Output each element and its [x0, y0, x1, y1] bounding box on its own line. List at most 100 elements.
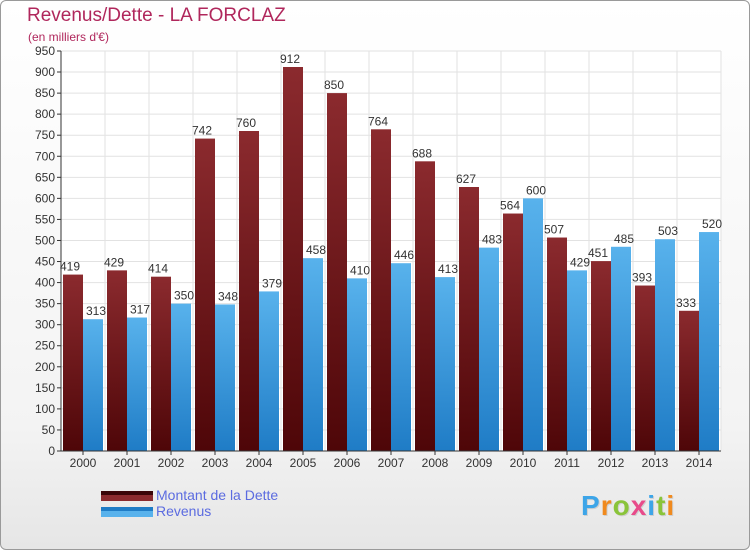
x-tick-label: 2007 [378, 456, 405, 470]
bar-debt [239, 131, 259, 451]
x-tick-label: 2013 [642, 456, 669, 470]
bar-debt [107, 270, 127, 451]
data-label-revenue: 446 [394, 248, 414, 262]
bar-debt [591, 261, 611, 451]
y-tick-label: 900 [35, 65, 55, 79]
data-label-revenue: 520 [702, 217, 722, 231]
bar-revenue [259, 291, 279, 451]
data-label-revenue: 348 [218, 289, 238, 303]
bar-debt [63, 274, 83, 451]
y-tick-label: 300 [35, 318, 55, 332]
data-label-debt: 564 [500, 199, 520, 213]
x-tick-label: 2014 [686, 456, 713, 470]
x-tick-label: 2002 [158, 456, 185, 470]
legend-swatch-revenue [101, 507, 153, 517]
y-tick-label: 100 [35, 402, 55, 416]
data-label-revenue: 350 [174, 289, 194, 303]
data-label-revenue: 379 [262, 276, 282, 290]
data-label-debt: 507 [544, 223, 564, 237]
y-tick-label: 850 [35, 86, 55, 100]
y-tick-label: 950 [35, 44, 55, 58]
x-tick-label: 2004 [246, 456, 273, 470]
legend-label-revenue: Revenus [156, 503, 212, 519]
data-label-revenue: 458 [306, 243, 326, 257]
y-tick-label: 800 [35, 107, 55, 121]
bar-debt [151, 276, 171, 451]
y-tick-label: 150 [35, 381, 55, 395]
bar-revenue [655, 239, 675, 451]
bar-debt [283, 67, 303, 451]
axes: 0 50 100 150 200 250 300 350 400 450 500 550 600 650 7… [35, 44, 721, 470]
y-tick-label: 600 [35, 191, 55, 205]
bar-revenue [171, 303, 191, 451]
bar-revenue [83, 319, 103, 451]
y-tick-label: 450 [35, 255, 55, 269]
bar-revenue [611, 246, 631, 451]
bar-revenue [699, 232, 719, 451]
data-label-debt: 742 [192, 124, 212, 138]
data-label-revenue: 410 [350, 263, 370, 277]
bar-debt [635, 285, 655, 451]
bar-debt [459, 187, 479, 451]
bar-revenue [523, 198, 543, 451]
data-label-debt: 764 [368, 114, 388, 128]
data-label-debt: 850 [324, 78, 344, 92]
bar-revenue [303, 258, 323, 451]
data-label-debt: 414 [148, 262, 168, 276]
data-label-debt: 627 [456, 172, 476, 186]
data-label-revenue: 317 [130, 303, 150, 317]
bar-debt [679, 310, 699, 451]
data-label-debt: 760 [236, 116, 256, 130]
data-label-revenue: 483 [482, 233, 502, 247]
x-tick-label: 2008 [422, 456, 449, 470]
data-label-debt: 688 [412, 146, 432, 160]
data-label-revenue: 503 [658, 224, 678, 238]
bar-revenue [567, 270, 587, 451]
legend-swatch-debt [101, 491, 153, 501]
y-tick-label: 250 [35, 339, 55, 353]
bar-revenue [215, 304, 235, 451]
data-label-revenue: 485 [614, 232, 634, 246]
y-tick-label: 350 [35, 297, 55, 311]
bar-revenue [435, 277, 455, 451]
x-tick-label: 2005 [290, 456, 317, 470]
proxiti-logo: Proxiti [581, 490, 676, 521]
data-label-debt: 429 [104, 255, 124, 269]
y-tick-label: 550 [35, 212, 55, 226]
bar-revenue [127, 317, 147, 451]
x-tick-label: 2001 [114, 456, 141, 470]
bar-debt [371, 129, 391, 451]
bar-debt [415, 161, 435, 451]
x-tick-label: 2000 [70, 456, 97, 470]
data-label-revenue: 429 [570, 255, 590, 269]
data-label-revenue: 600 [526, 183, 546, 197]
legend-label-debt: Montant de la Dette [156, 487, 279, 503]
bar-debt [195, 138, 215, 451]
y-tick-label: 750 [35, 128, 55, 142]
y-tick-label: 500 [35, 233, 55, 247]
data-label-revenue: 313 [86, 304, 106, 318]
x-tick-label: 2011 [554, 456, 580, 470]
bar-revenue [479, 247, 499, 451]
chart-title: Revenus/Dette - LA FORCLAZ [27, 5, 286, 26]
bar-debt [327, 93, 347, 452]
chart-subtitle: (en milliers d'€) [28, 30, 109, 44]
y-tick-label: 700 [35, 149, 55, 163]
y-tick-label: 650 [35, 170, 55, 184]
y-tick-label: 200 [35, 360, 55, 374]
bar-revenue [347, 278, 367, 451]
data-labels: 419 429 414 742 760 912 850 764 688 627 564 507 451 3… [60, 52, 722, 318]
x-tick-label: 2012 [598, 456, 625, 470]
x-tick-label: 2006 [334, 456, 361, 470]
x-tick-label: 2009 [466, 456, 493, 470]
y-tick-label: 0 [48, 444, 55, 458]
y-tick-label: 50 [42, 423, 56, 437]
y-tick-label: 400 [35, 276, 55, 290]
data-label-debt: 393 [632, 271, 652, 285]
bar-debt [503, 213, 523, 451]
x-tick-label: 2010 [510, 456, 537, 470]
data-label-debt: 451 [588, 246, 608, 260]
data-label-debt: 912 [280, 52, 300, 66]
data-label-debt: 333 [676, 296, 696, 310]
